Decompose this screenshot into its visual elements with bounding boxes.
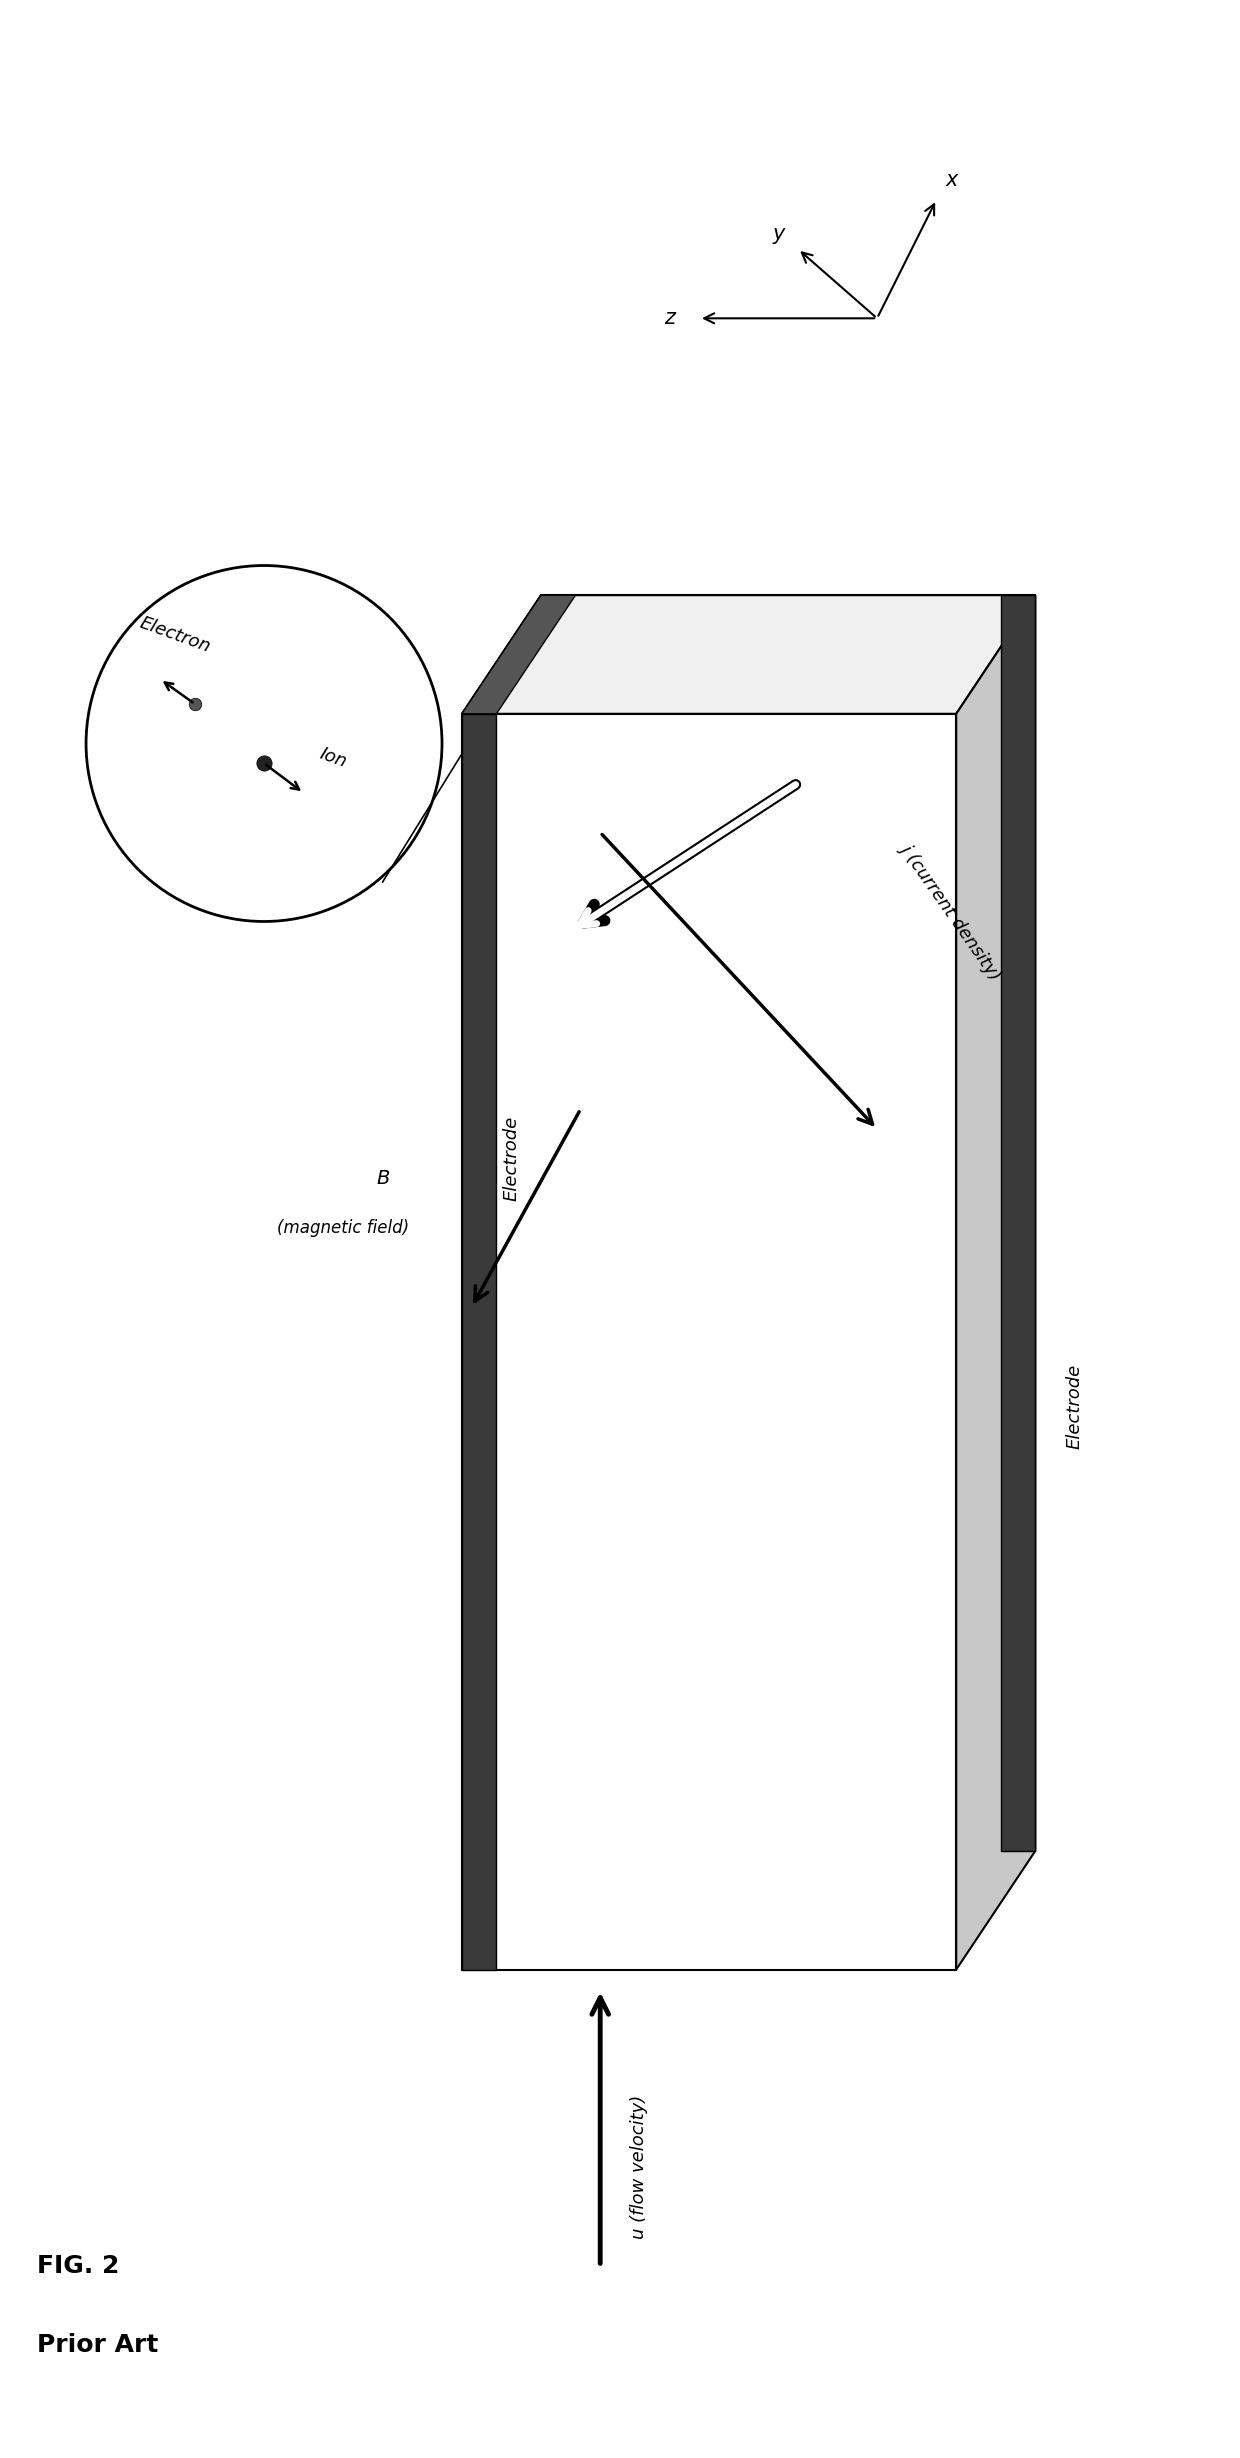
Text: j (current density): j (current density) xyxy=(897,841,1004,983)
Text: Prior Art: Prior Art xyxy=(37,2333,157,2357)
Polygon shape xyxy=(461,595,1035,713)
Text: u (flow velocity): u (flow velocity) xyxy=(630,2094,647,2239)
Text: B: B xyxy=(376,1170,389,1187)
Text: FIG. 2: FIG. 2 xyxy=(37,2254,119,2279)
Text: x: x xyxy=(945,170,957,189)
Polygon shape xyxy=(1001,595,1035,1851)
Polygon shape xyxy=(541,595,1035,1851)
Text: Ion: Ion xyxy=(317,745,350,772)
Polygon shape xyxy=(461,713,496,1969)
Polygon shape xyxy=(461,713,956,1969)
Text: (magnetic field): (magnetic field) xyxy=(277,1219,409,1236)
Text: Electron: Electron xyxy=(138,614,213,656)
Text: Electrode: Electrode xyxy=(502,1116,521,1202)
Polygon shape xyxy=(461,595,575,713)
Polygon shape xyxy=(956,595,1035,1969)
Text: y: y xyxy=(773,224,785,243)
Text: z: z xyxy=(663,307,675,329)
Text: Electrode: Electrode xyxy=(1066,1364,1084,1448)
